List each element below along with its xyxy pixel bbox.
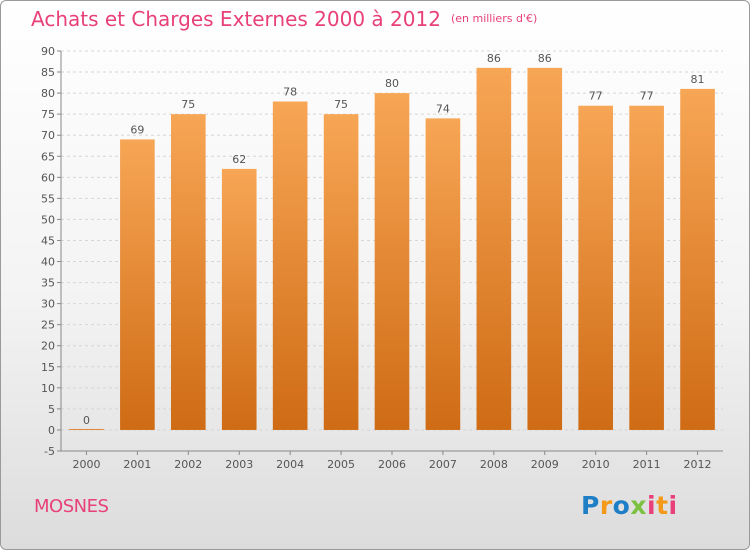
bar [476,67,512,430]
y-tick-label: 30 [41,298,55,311]
y-tick-label: 5 [48,403,55,416]
bar [629,105,664,430]
x-tick-label: 2006 [378,458,406,471]
x-tick-label: 2001 [123,458,151,471]
y-tick-label: 50 [41,213,55,226]
bar [374,93,410,430]
data-label: 86 [487,52,501,65]
y-tick-label: 20 [41,340,55,353]
x-tick-label: 2007 [429,458,457,471]
data-label: 75 [334,98,348,111]
data-label: 77 [640,90,654,103]
y-tick-label: 70 [41,129,55,142]
y-tick-label: 25 [41,319,55,332]
x-tick-label: 2010 [582,458,610,471]
data-label: 62 [232,153,246,166]
y-tick-label: 55 [41,192,55,205]
y-tick-label: 35 [41,277,55,290]
data-label: 0 [83,414,90,427]
data-label: 80 [385,77,399,90]
y-tick-label: 40 [41,256,55,269]
y-tick-label: 65 [41,150,55,163]
bar [69,428,104,430]
data-labels: 0 69 75 62 78 75 80 74 86 86 77 77 81 [83,52,705,427]
x-tick-label: 2009 [531,458,559,471]
y-tick-label: 45 [41,234,55,247]
bar [323,114,359,430]
x-tick-label: 2008 [480,458,508,471]
y-tick-label: 10 [41,382,55,395]
commune-name: MOSNES [34,496,109,517]
chart-title-text: Achats et Charges Externes 2000 à 2012 [31,7,441,31]
y-tick-label: -5 [44,445,55,458]
y-tick-label: 15 [41,361,55,374]
data-label: 74 [436,102,450,115]
chart-unit: (en milliers d'€) [450,12,538,25]
x-tick-label: 2012 [684,458,712,471]
axes [60,51,723,452]
bar [120,139,155,430]
data-label: 77 [589,90,603,103]
data-label: 69 [130,123,144,136]
x-tick-label: 2005 [327,458,355,471]
y-axis-ticks: -5 0 5 10 15 20 25 30 35 40 45 50 55 60 65 70 75 80 85 90 [41,45,61,458]
x-tick-label: 2002 [174,458,202,471]
bar [170,114,206,430]
data-label: 78 [283,86,297,99]
data-label: 86 [538,52,552,65]
bar [425,118,461,430]
bar [272,101,308,430]
bar [680,88,715,430]
y-tick-label: 75 [41,108,55,121]
data-label: 75 [181,98,195,111]
bar [527,67,563,430]
proxiti-logo: Proxiti [581,491,678,520]
x-axis-ticks: 2000 2001 2002 2003 2004 2005 2006 2007 2008 2009… [72,451,712,471]
bars [69,67,715,430]
bar [578,105,614,430]
x-tick-label: 2011 [633,458,661,471]
y-tick-label: 85 [41,66,55,79]
x-tick-label: 2004 [276,458,304,471]
bar [221,168,257,430]
data-label: 81 [691,73,705,86]
x-tick-label: 2000 [72,458,100,471]
y-tick-label: 90 [41,45,55,58]
y-tick-label: 80 [41,87,55,100]
chart-title: Achats et Charges Externes 2000 à 2012 (e… [31,7,537,31]
y-tick-label: 60 [41,171,55,184]
y-tick-label: 0 [48,424,55,437]
x-tick-label: 2003 [225,458,253,471]
